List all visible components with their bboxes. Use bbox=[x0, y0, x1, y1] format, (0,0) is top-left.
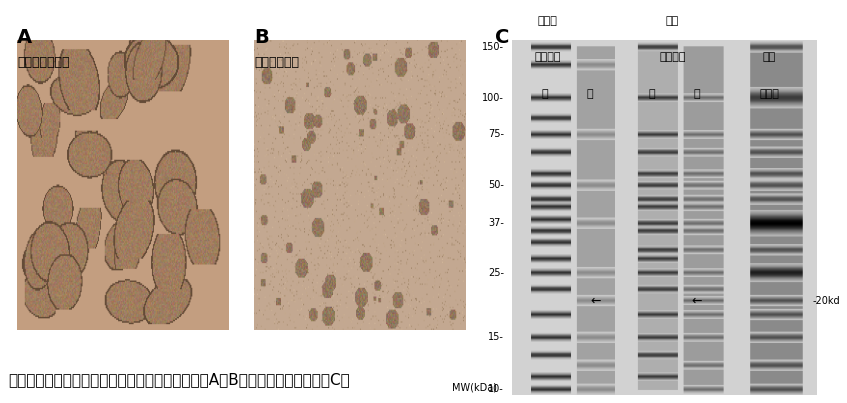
Text: 150-: 150- bbox=[482, 42, 504, 52]
Text: 100-: 100- bbox=[482, 93, 504, 103]
Text: 無: 無 bbox=[694, 89, 700, 99]
Text: 75-: 75- bbox=[488, 129, 504, 139]
Text: 酵素処理: 酵素処理 bbox=[659, 52, 686, 62]
Text: A: A bbox=[17, 28, 32, 47]
Text: MW(kDa): MW(kDa) bbox=[452, 383, 497, 393]
Text: -20kd: -20kd bbox=[812, 296, 840, 306]
Text: 図２　脱皮豆および豆粉ペーストの顕微鏡写真（A、B）とその蛋白質組成（C）: 図２ 脱皮豆および豆粉ペーストの顕微鏡写真（A、B）とその蛋白質組成（C） bbox=[8, 372, 350, 387]
Text: 15-: 15- bbox=[488, 332, 504, 343]
Text: 酵素処理: 酵素処理 bbox=[534, 52, 561, 62]
Text: ←: ← bbox=[590, 295, 601, 307]
Text: 25-: 25- bbox=[488, 268, 504, 278]
Text: 豆粉ペースト: 豆粉ペースト bbox=[254, 56, 299, 69]
Text: 50-: 50- bbox=[488, 181, 504, 190]
Text: 全粒豆ペースト: 全粒豆ペースト bbox=[17, 56, 69, 69]
Text: 10-: 10- bbox=[488, 384, 504, 394]
Text: 無: 無 bbox=[586, 89, 593, 99]
Text: 豆粉: 豆粉 bbox=[666, 16, 679, 26]
Text: 豆粉: 豆粉 bbox=[763, 52, 776, 62]
Text: 有: 有 bbox=[541, 89, 548, 99]
Text: B: B bbox=[254, 28, 268, 47]
Text: 有: 有 bbox=[648, 89, 655, 99]
Text: 全粒豆: 全粒豆 bbox=[538, 16, 557, 26]
Text: （生）: （生） bbox=[760, 89, 779, 99]
Text: 37-: 37- bbox=[488, 218, 504, 229]
Text: ←: ← bbox=[691, 295, 701, 307]
Text: C: C bbox=[495, 28, 510, 47]
